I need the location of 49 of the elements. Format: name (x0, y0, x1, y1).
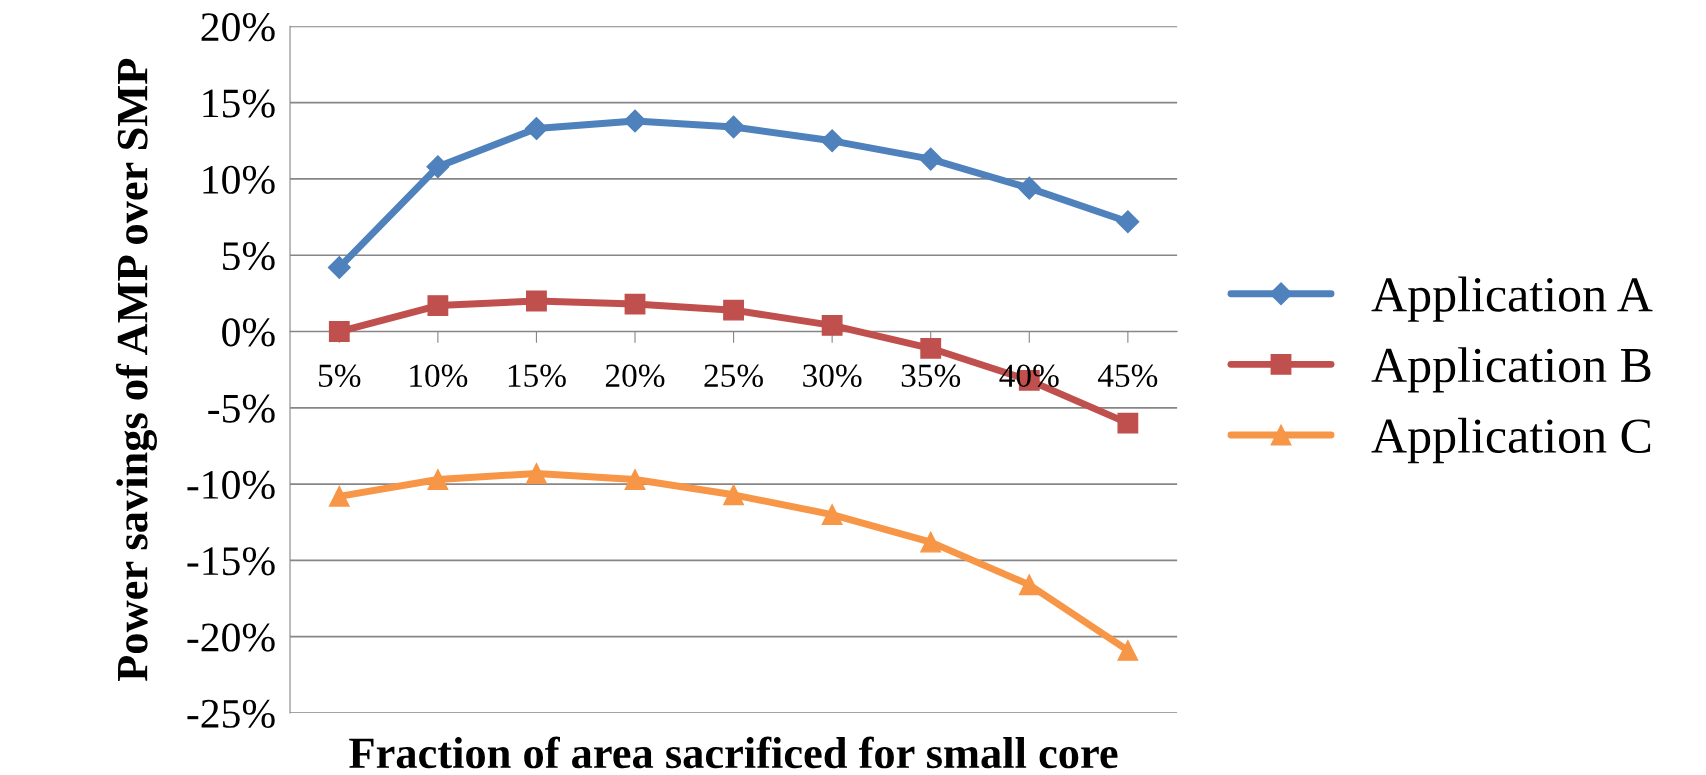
point (821, 315, 843, 336)
point (526, 290, 547, 312)
x-tick-label: 30% (803, 364, 862, 388)
x-axis-title: Fraction of area sacrificed for small core (349, 736, 1118, 769)
point (723, 299, 744, 321)
x-tick-label: 5% (319, 364, 361, 388)
x-tick-label: 35% (901, 364, 961, 388)
x-tick-label: 15% (508, 364, 566, 388)
y-tick-label: -10% (187, 470, 275, 500)
y-tick-label: 5% (223, 241, 275, 271)
point (821, 504, 843, 526)
point (327, 255, 351, 279)
point (1017, 176, 1041, 200)
point (624, 293, 646, 315)
point (427, 469, 449, 490)
x-tick-label: 10% (410, 364, 468, 388)
point (723, 484, 744, 506)
x-tick-label: 45% (1097, 364, 1158, 388)
point (328, 321, 350, 342)
y-tick-label: 0% (222, 318, 275, 347)
point (1117, 412, 1139, 434)
point (427, 295, 449, 317)
point (1018, 574, 1040, 596)
y-axis-title: Power savings of AMP over SMP (115, 58, 157, 682)
y-tick-label: -5% (208, 394, 275, 423)
point (426, 155, 450, 179)
point (919, 147, 943, 171)
x-tick-label: 20% (605, 364, 665, 388)
point (624, 469, 646, 490)
point (524, 117, 548, 141)
y-tick-label: 15% (203, 89, 275, 118)
y-tick-label: -15% (187, 547, 275, 576)
point (722, 115, 746, 139)
y-tick-label: -25% (187, 699, 275, 728)
point (920, 337, 942, 359)
x-tick-label: 25% (704, 364, 763, 388)
y-tick-label: 10% (203, 165, 275, 194)
point (1117, 640, 1139, 661)
legend-label: Application A (1371, 276, 1653, 322)
point (820, 129, 844, 153)
legend-label: Application B (1371, 347, 1651, 393)
legend-label: Application C (1371, 417, 1651, 464)
point (526, 463, 547, 484)
y-tick-label: 20% (201, 13, 275, 42)
point (920, 531, 942, 553)
point (1116, 210, 1140, 234)
y-tick-label: -20% (187, 623, 275, 652)
point (623, 109, 647, 133)
point (328, 485, 350, 507)
